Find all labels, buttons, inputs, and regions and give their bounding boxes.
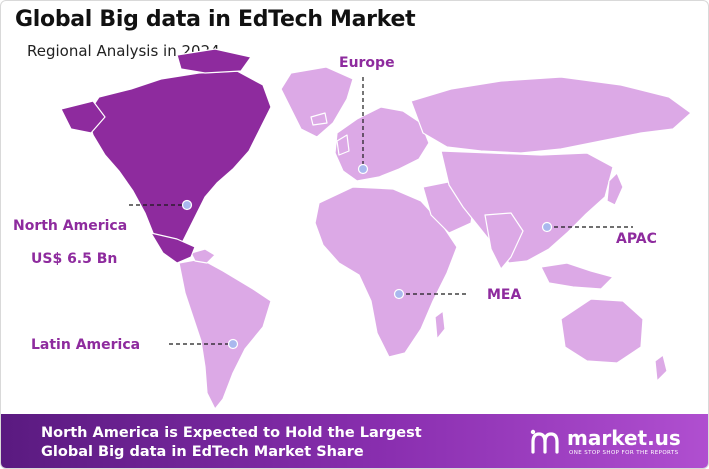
label-mea: MEA [487, 287, 522, 303]
brand-tagline: ONE STOP SHOP FOR THE REPORTS [569, 450, 679, 456]
africa-shape [314, 186, 458, 358]
page-title: Global Big data in EdTech Market [15, 7, 416, 32]
brand-logo: market.us ONE STOP SHOP FOR THE REPORTS [529, 424, 704, 460]
page-subtitle: Regional Analysis in 2024 [27, 42, 220, 60]
footer-line-1: North America is Expected to Hold the La… [41, 425, 422, 441]
market-us-logo-icon [530, 429, 559, 454]
footer-line-2: Global Big data in EdTech Market Share [41, 444, 364, 460]
asia-shape [440, 150, 614, 264]
label-europe: Europe [339, 55, 395, 71]
label-latin-america: Latin America [31, 337, 141, 353]
mea-marker [393, 288, 405, 300]
uk-shape [336, 134, 350, 156]
japan-shape [606, 172, 624, 206]
iceland-shape [310, 112, 328, 126]
australia-shape [560, 298, 644, 364]
madagascar-shape [434, 310, 446, 340]
label-apac: APAC [616, 231, 657, 247]
new-zealand-shape [654, 354, 668, 382]
north-america-marker [181, 199, 193, 211]
footer-banner: North America is Expected to Hold the La… [1, 414, 708, 468]
label-north-america: North America [13, 218, 128, 234]
latin-america-marker [227, 338, 239, 350]
value-north-america: US$ 6.5 Bn [31, 251, 118, 267]
latin-america-shape [178, 258, 272, 410]
india-shape [484, 212, 524, 270]
caribbean-shape [190, 248, 216, 264]
mexico-shape [150, 232, 196, 264]
footer-message: North America is Expected to Hold the La… [41, 424, 471, 462]
alaska-shape [60, 100, 106, 134]
brand-name: market.us [567, 426, 681, 450]
europe-marker [357, 163, 369, 175]
russia-shape [410, 76, 692, 154]
europe-shape [334, 106, 430, 182]
arctic-islands-shape [176, 48, 252, 74]
indonesia-shape [540, 262, 614, 290]
apac-marker [541, 221, 553, 233]
greenland-shape [280, 66, 354, 138]
world-map [60, 48, 692, 410]
